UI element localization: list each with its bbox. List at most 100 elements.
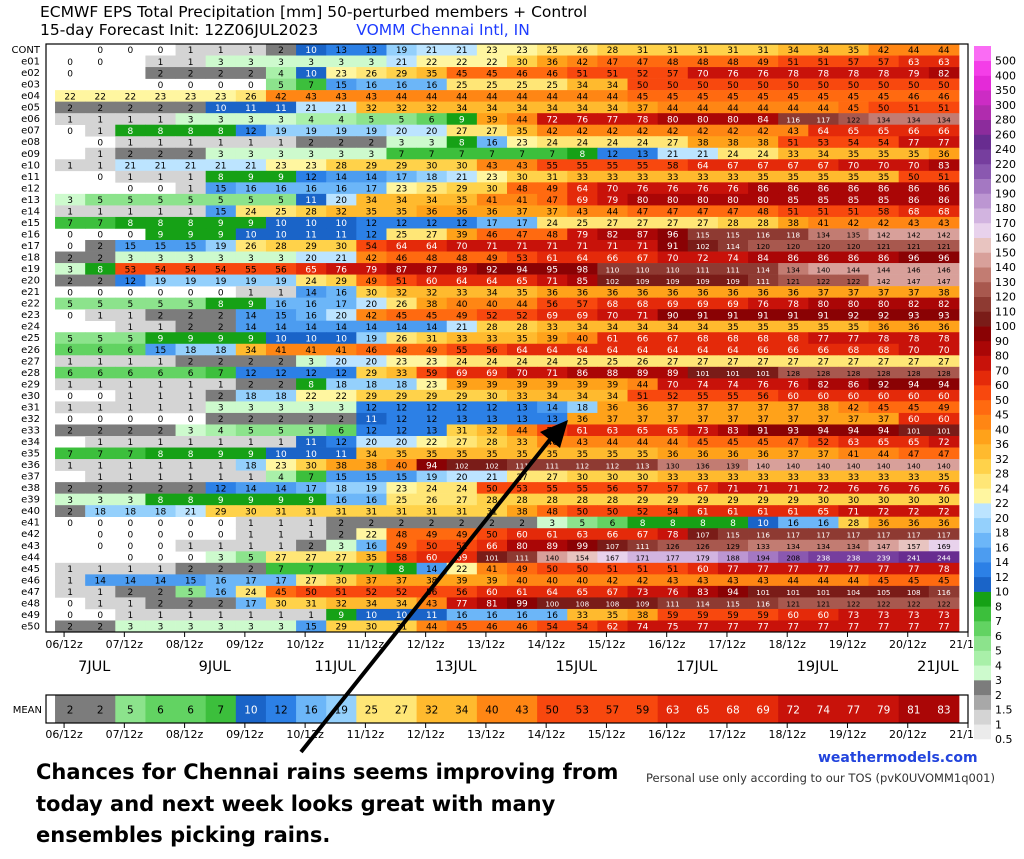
precip-cell (597, 101, 628, 114)
cell-value: 146 (907, 265, 921, 274)
precip-cell (627, 309, 659, 322)
precip-cell (507, 170, 538, 183)
cell-value: 64 (577, 254, 589, 264)
cell-value: 47 (697, 208, 708, 218)
cell-value: 2 (97, 242, 103, 252)
precip-cell (205, 424, 237, 437)
precip-cell (868, 78, 900, 91)
cell-value: 40 (516, 577, 528, 587)
precip-cell (416, 159, 448, 172)
mean-cell (687, 695, 719, 723)
watermark[interactable]: weathermodels.com (818, 750, 978, 766)
precip-cell (326, 67, 357, 79)
precip-cell (537, 401, 568, 414)
cell-value: 15 (155, 346, 166, 356)
cell-value: 1 (278, 530, 284, 540)
cell-value: 33 (757, 473, 768, 483)
legend-swatch (974, 547, 991, 563)
precip-cell (507, 343, 538, 356)
cell-value: 10 (275, 231, 287, 241)
cell-value: 30 (938, 496, 950, 506)
precip-cell (808, 574, 839, 587)
precip-cell (265, 597, 297, 610)
precip-cell (627, 113, 659, 126)
cell-value: 43 (426, 600, 437, 610)
cell-value: 19 (275, 127, 287, 137)
cell-value: 8 (158, 127, 164, 137)
precip-cell (928, 343, 960, 356)
precip-cell (416, 551, 448, 564)
precip-cell (537, 551, 568, 564)
cell-value: 28 (607, 496, 619, 506)
precip-cell (235, 493, 267, 506)
cell-value: 142 (877, 277, 891, 286)
cell-value: 70 (908, 162, 920, 172)
precip-cell (657, 574, 689, 587)
cell-value: 40 (456, 300, 468, 310)
cell-value: 8 (188, 450, 194, 460)
cell-value: 12 (366, 427, 377, 437)
precip-cell (928, 424, 960, 437)
mean-time-label: 18/12z (768, 728, 806, 741)
precip-cell (85, 470, 116, 483)
cell-value: 169 (937, 542, 951, 551)
precip-cell (476, 205, 508, 218)
cell-value: 5 (579, 519, 585, 529)
cell-value: 48 (396, 346, 408, 356)
cell-value: 3 (218, 58, 224, 68)
cell-value: 64 (727, 346, 739, 356)
cell-value: 16 (516, 611, 528, 621)
precip-cell (476, 539, 508, 552)
precip-cell (928, 55, 960, 68)
cell-value: 1 (308, 519, 314, 529)
precip-cell (296, 343, 327, 356)
precip-cell (687, 366, 719, 379)
cell-value: 1 (97, 600, 103, 610)
legend-level-label: 5 (995, 645, 1002, 658)
precip-cell (386, 355, 418, 368)
cell-value: 77 (908, 138, 919, 148)
precip-cell (386, 366, 418, 379)
precip-cell (928, 401, 960, 414)
cell-value: 33 (667, 473, 678, 483)
cell-value: 8 (459, 138, 465, 148)
cell-value: 3 (158, 623, 164, 633)
precip-cell (476, 470, 508, 483)
cell-value: 82 (938, 300, 949, 310)
cell-value: 1 (67, 162, 73, 172)
precip-cell (748, 297, 779, 310)
precip-cell (748, 470, 779, 483)
cell-value: 34 (396, 196, 408, 206)
cell-value: 12 (245, 369, 256, 379)
precip-cell (868, 528, 900, 541)
cell-value: 121 (817, 600, 831, 609)
precip-cell (687, 44, 719, 56)
precip-cell (627, 251, 659, 264)
precip-cell (838, 67, 869, 79)
cell-value: 47 (607, 58, 618, 68)
precip-cell (597, 424, 628, 437)
cell-value: 3 (278, 58, 284, 68)
cell-value: 3 (218, 404, 224, 414)
precip-cell (868, 493, 900, 506)
precip-cell (326, 228, 357, 241)
legend-swatch (974, 488, 991, 504)
cell-value: 64 (607, 346, 619, 356)
cell-value: 64 (486, 277, 498, 287)
mean-value: 7 (217, 704, 224, 716)
precip-cell (627, 620, 659, 633)
member-label: e28 (21, 368, 40, 379)
precip-cell (386, 482, 418, 494)
precip-cell (55, 274, 86, 287)
precip-cell (235, 574, 267, 587)
cell-value: 31 (336, 507, 347, 517)
precip-cell (356, 332, 387, 345)
precip-cell (416, 459, 448, 471)
precip-cell (808, 90, 839, 102)
cell-value: 20 (336, 311, 348, 321)
cell-value: 82 (818, 381, 829, 391)
precip-cell (476, 436, 508, 448)
precip-cell (778, 343, 809, 356)
legend-level-label: 70 (995, 364, 1009, 377)
precip-cell (838, 147, 869, 160)
